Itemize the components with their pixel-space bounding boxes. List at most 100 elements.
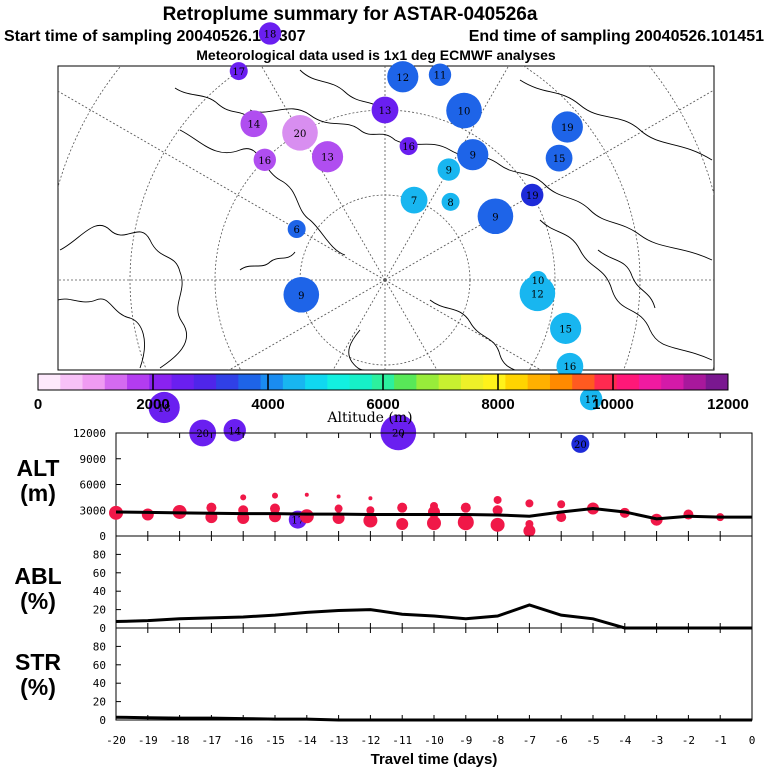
alt-cluster-dot [363,513,378,528]
x-tick-label: 0 [749,734,756,747]
colorbar-tick-label: 2000 [136,396,169,413]
x-tick-label: -17 [201,734,221,747]
map-meridian [384,66,510,281]
map-meridian [260,66,386,281]
abl-ytick-label: 60 [93,567,106,580]
plume-cluster [311,141,344,173]
colorbar-swatch [216,374,239,390]
x-tick-label: -15 [265,734,285,747]
plume-cluster [387,61,419,93]
x-tick-label: -4 [618,734,632,747]
colorbar-swatch [683,374,707,390]
str-ytick-label: 60 [93,659,106,672]
colorbar-tick-label: 4000 [251,396,284,413]
colorbar-swatch [104,374,128,390]
alt-cluster-dot [427,516,441,531]
alt-cluster-dot [304,492,309,497]
abl-ytick-label: 80 [93,548,106,561]
plume-cluster [556,352,584,380]
end-time-label: End time of sampling 20040526.101451 [469,28,764,45]
colorbar-swatch [327,374,351,390]
plume-cluster [399,137,418,156]
alt-ytick-label: 9000 [80,453,107,466]
plume-cluster [521,183,544,207]
alt-ytick-label: 0 [99,530,106,543]
colorbar-swatch [661,374,684,390]
plume-cluster [240,110,268,138]
map-meridian [384,279,438,370]
abl-ytick-label: 0 [99,622,106,635]
x-tick-label: -13 [329,734,349,747]
x-tick-label: -2 [682,734,695,747]
colorbar-swatch [305,374,328,390]
str-fraction-line [115,715,752,722]
alt-ytick-label: 6000 [80,479,107,492]
alt-cluster-dot [270,503,280,514]
plume-cluster [287,220,306,238]
map-graticule [58,66,714,370]
x-tick-label: -20 [106,734,126,747]
plume-day-label: 17 [585,395,598,406]
colorbar-swatch [260,374,284,390]
str-panel-unit: (%) [20,674,56,700]
map-panel: 20 17 16 15 12 10 19 15 19 9 8 9 7 9 10 16 11 13 12 20 17 14 2… [57,22,715,529]
alt-cluster-dot [430,501,438,510]
alt-cluster-dot [556,512,567,523]
x-tick-label: -8 [491,734,504,747]
plume-cluster [283,276,320,313]
colorbar-swatch [171,374,195,390]
colorbar-swatch [483,374,506,390]
str-ytick-label: 80 [93,640,106,653]
x-tick-label: -3 [650,734,663,747]
plume-day-label: 18 [264,29,277,40]
colorbar-swatch [349,374,373,390]
alt-ytick-label: 12000 [73,427,106,440]
plume-cluster [579,387,603,411]
x-tick-label: -16 [233,734,253,747]
plume-day-label: 14 [248,120,261,131]
plume-day-label: 9 [492,212,498,223]
plume-day-label: 8 [447,198,453,209]
colorbar-swatch [549,374,573,390]
plume-day-label: 20 [574,440,587,451]
colorbar-swatch [127,374,150,390]
plume-day-label: 19 [526,191,539,202]
plume-day-label: 14 [228,426,241,437]
map-meridian [332,279,386,370]
abl-frame [115,535,753,629]
plume-cluster [428,63,452,86]
plume-cluster [282,114,318,151]
plume-day-label: 10 [532,276,545,287]
alt-cluster-dot [366,506,375,515]
colorbar-swatch [193,374,217,390]
plume-cluster [457,139,489,171]
plume-cluster [446,92,482,129]
plume-day-label: 15 [553,154,566,165]
x-axis-ticks: -20 -19 -18 -17 -16 -15 -14 -13 -12 -11 -10 -9 -8 -7-… [106,734,755,747]
plume-cluster [437,158,460,181]
plume-day-label: 9 [298,291,304,302]
x-tick-label: -6 [555,734,568,747]
colorbar-label: Altitude (m) [326,410,412,426]
plume-cluster [148,391,180,424]
colorbar-swatch [149,374,173,390]
alt-cluster-dot [397,502,408,513]
alt-panel-unit: (m) [20,480,56,506]
colorbar-swatch [616,374,640,390]
plume-day-label: 11 [434,71,447,82]
plume-day-label: 20 [196,429,209,440]
str-panel-title: STR [15,649,61,675]
plume-day-label: 19 [561,123,574,134]
plume-day-label: 9 [470,151,476,162]
str-frame [115,627,753,721]
plume-cluster [223,419,246,442]
abl-panel-title: ABL [14,563,61,589]
plume-cluster [545,144,573,172]
plume-day-label: 12 [396,73,409,84]
plume-day-label: 16 [402,142,415,153]
alt-cluster-dot [460,502,471,513]
plume-day-label: 18 [158,404,171,415]
alt-cluster-dot [240,494,247,501]
str-ytick-label: 0 [99,714,106,727]
